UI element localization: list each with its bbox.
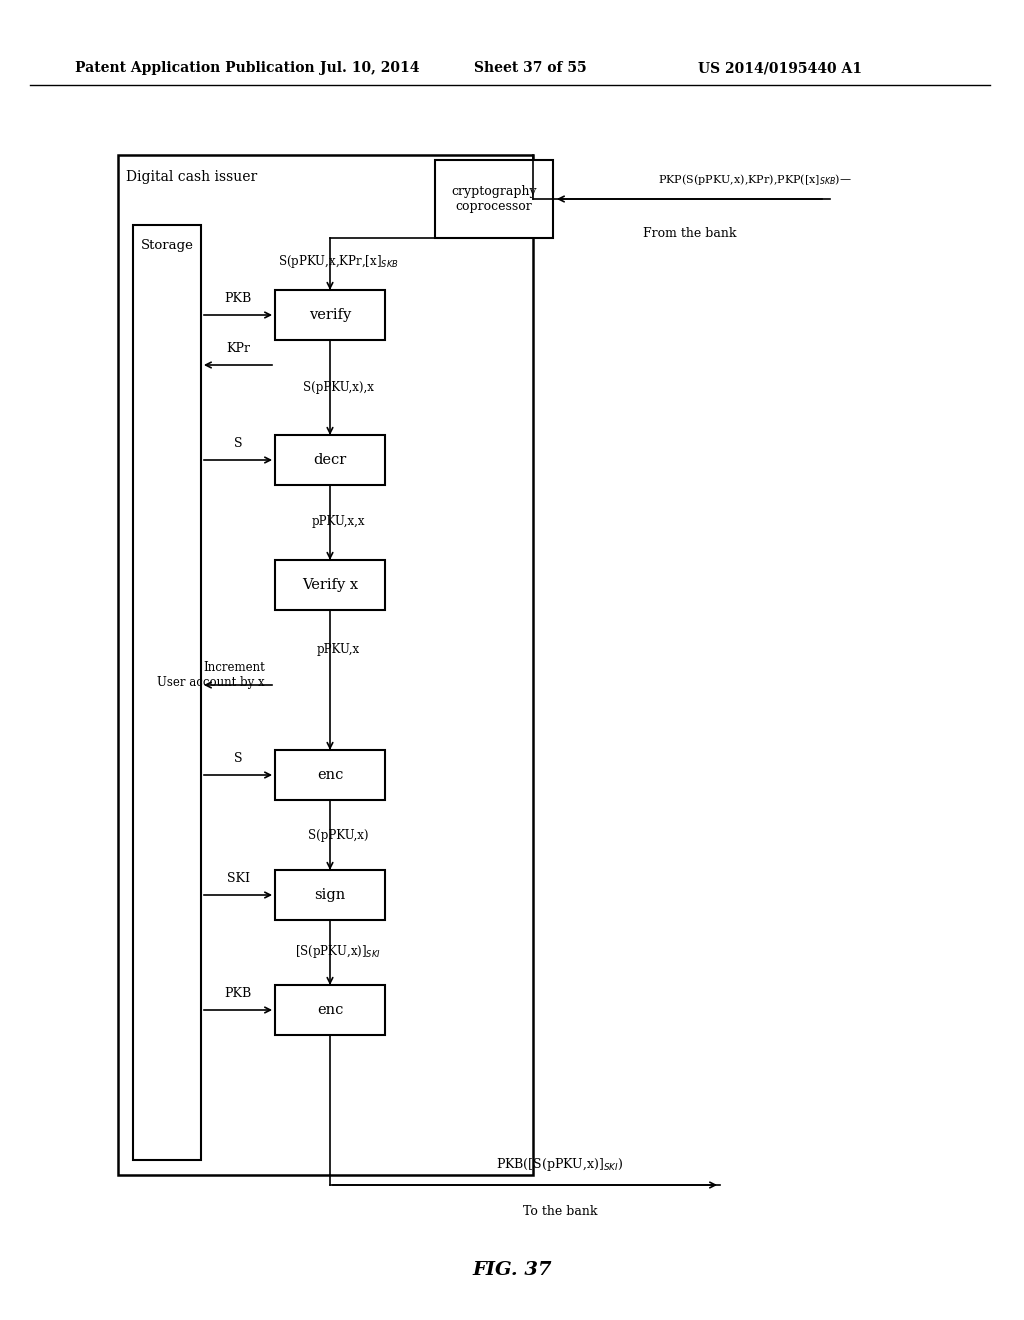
Text: PKB([S(pPKU,x)]$_{SKI}$): PKB([S(pPKU,x)]$_{SKI}$) bbox=[497, 1156, 624, 1173]
Text: FIG. 37: FIG. 37 bbox=[472, 1261, 552, 1279]
Bar bbox=[275, 560, 385, 610]
Bar bbox=[275, 436, 385, 484]
Text: SKI: SKI bbox=[226, 873, 250, 884]
Text: verify: verify bbox=[309, 308, 351, 322]
Bar bbox=[118, 154, 534, 1175]
Text: Digital cash issuer: Digital cash issuer bbox=[126, 170, 257, 183]
Text: cryptography
coprocessor: cryptography coprocessor bbox=[452, 185, 537, 213]
Text: S(pPKU,x): S(pPKU,x) bbox=[308, 829, 369, 842]
Text: Storage: Storage bbox=[140, 239, 194, 252]
Text: PKB: PKB bbox=[224, 987, 252, 1001]
Text: pPKU,x: pPKU,x bbox=[316, 644, 359, 656]
Text: S: S bbox=[233, 752, 243, 766]
Text: From the bank: From the bank bbox=[643, 227, 736, 240]
Text: Jul. 10, 2014: Jul. 10, 2014 bbox=[321, 61, 420, 75]
Bar bbox=[275, 870, 385, 920]
Text: S: S bbox=[233, 437, 243, 450]
Text: Increment
User account by x: Increment User account by x bbox=[158, 661, 265, 689]
Bar bbox=[133, 224, 201, 1160]
Text: KPr: KPr bbox=[226, 342, 250, 355]
Bar bbox=[435, 160, 553, 238]
Text: sign: sign bbox=[314, 888, 346, 902]
Bar bbox=[275, 290, 385, 341]
Text: Sheet 37 of 55: Sheet 37 of 55 bbox=[474, 61, 587, 75]
Text: decr: decr bbox=[313, 453, 347, 467]
Text: pPKU,x,x: pPKU,x,x bbox=[311, 516, 365, 528]
Text: Patent Application Publication: Patent Application Publication bbox=[75, 61, 314, 75]
Text: To the bank: To the bank bbox=[522, 1205, 597, 1218]
Bar bbox=[275, 750, 385, 800]
Text: PKP(S(pPKU,x),KPr),PKP([x]$_{SKB}$)—: PKP(S(pPKU,x),KPr),PKP([x]$_{SKB}$)— bbox=[658, 172, 852, 187]
Text: enc: enc bbox=[316, 768, 343, 781]
Text: Verify x: Verify x bbox=[302, 578, 358, 591]
Text: S(pPKU,x),x: S(pPKU,x),x bbox=[302, 380, 374, 393]
Text: enc: enc bbox=[316, 1003, 343, 1016]
Text: PKB: PKB bbox=[224, 292, 252, 305]
Text: US 2014/0195440 A1: US 2014/0195440 A1 bbox=[698, 61, 862, 75]
Text: [S(pPKU,x)]$_{SKI}$: [S(pPKU,x)]$_{SKI}$ bbox=[295, 944, 381, 961]
Bar bbox=[275, 985, 385, 1035]
Text: S(pPKU,x,KPr,[x]$_{SKB}$: S(pPKU,x,KPr,[x]$_{SKB}$ bbox=[278, 253, 398, 271]
